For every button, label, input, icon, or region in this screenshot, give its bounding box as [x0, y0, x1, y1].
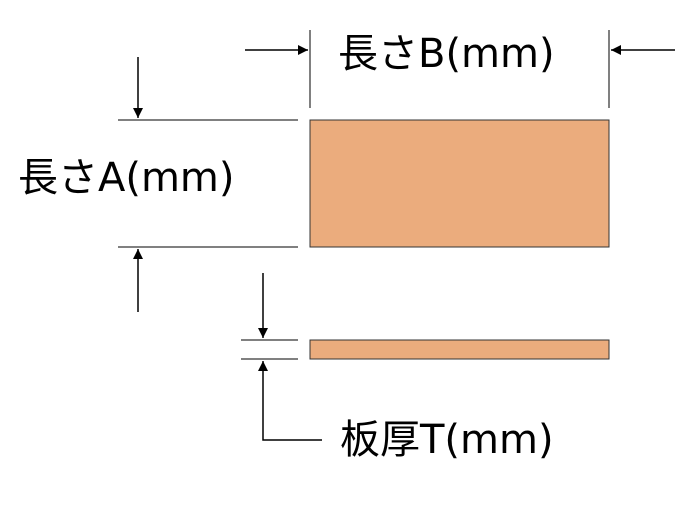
arrow-t-bottom-leader [258, 361, 322, 441]
label-thickness: 板厚T(mm) [340, 417, 554, 463]
label-length-a: 長さA(mm) [18, 155, 235, 201]
label-length-b: 長さB(mm) [338, 31, 555, 77]
plate-top-view [309, 119, 610, 248]
plate-side-view [309, 339, 610, 360]
